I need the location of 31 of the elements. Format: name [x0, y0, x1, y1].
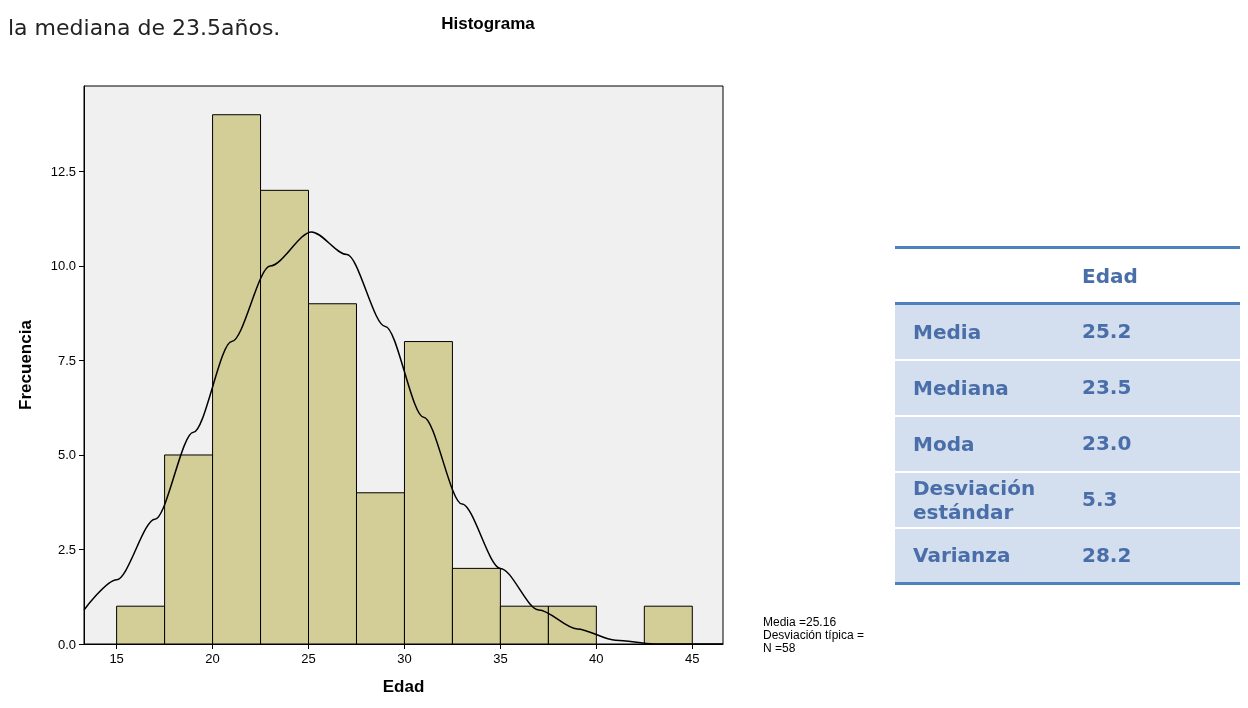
y-tick-label: 5.0: [57, 447, 76, 463]
text: 25.2: [1082, 319, 1132, 343]
text: 23.0: [1082, 430, 1132, 455]
x-axis-title: Edad: [382, 677, 425, 696]
x-tick-label: 35: [493, 651, 508, 666]
y-tick-label: 2.5: [57, 541, 76, 557]
category-label: Desviación estándar: [895, 471, 1081, 528]
category-label: Moda: [895, 415, 1081, 472]
y-tick-label: 0.0: [57, 636, 76, 652]
text: N =58: [763, 641, 796, 655]
text: Edad: [1081, 262, 1139, 290]
x-tick-label: 15: [109, 651, 124, 666]
x-tick-label: 25: [301, 651, 316, 666]
x-tick-label: 45: [685, 651, 700, 666]
y-tick-label: 10.0: [50, 258, 76, 274]
x-tick-label: 20: [205, 651, 220, 666]
text: 5.3: [1082, 486, 1118, 511]
text: la mediana de 23.5años.: [8, 14, 281, 40]
category-label: Media: [895, 303, 1081, 360]
y-tick-label: 12.5: [50, 163, 76, 179]
chart-title: Histograma: [441, 14, 536, 33]
y-axis-title: Frecuencia: [16, 319, 35, 410]
x-tick-label: 40: [589, 651, 604, 666]
category-label: Varianza: [895, 527, 1081, 584]
text: Desviación típica =: [763, 628, 865, 642]
text: Media =25.16: [763, 615, 837, 629]
category-label: Mediana: [895, 359, 1081, 416]
x-tick-label: 30: [397, 651, 412, 666]
text: 23.5: [1082, 374, 1132, 399]
y-tick-label: 7.5: [57, 352, 76, 368]
text: 28.2: [1082, 542, 1132, 567]
